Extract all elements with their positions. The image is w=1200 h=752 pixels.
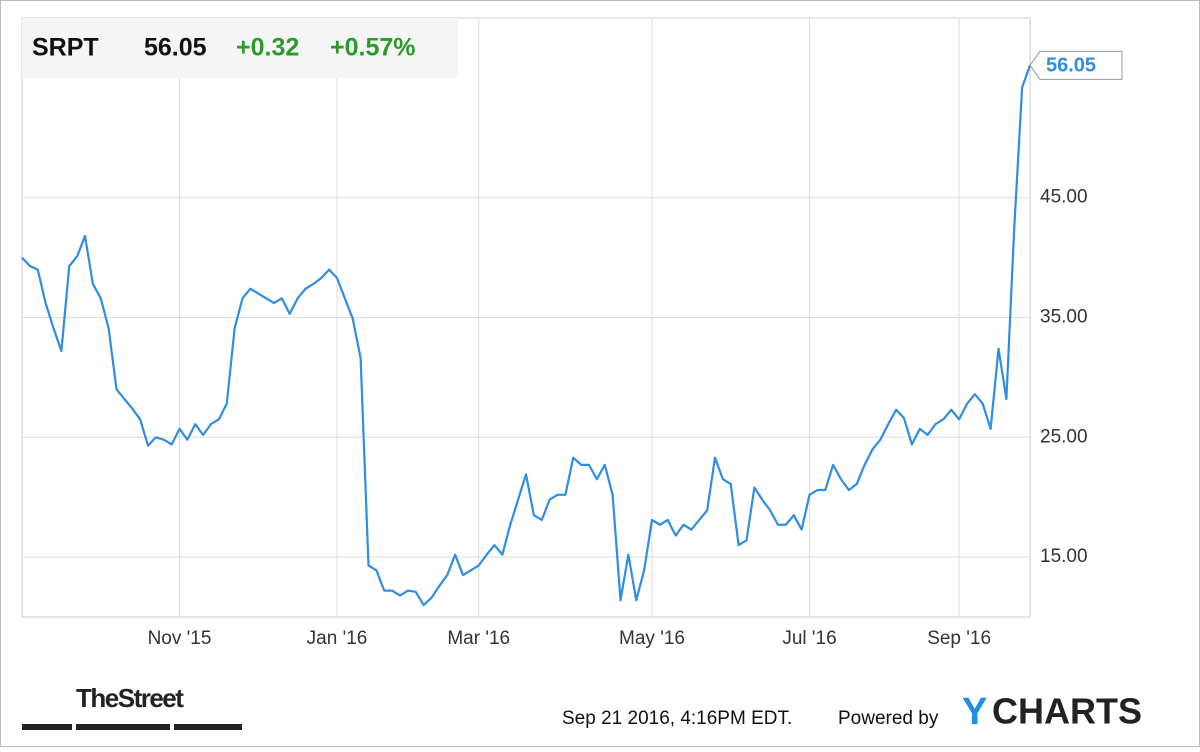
last-value-label: 56.05 <box>1046 55 1096 77</box>
x-tick-label: Nov '15 <box>148 628 212 649</box>
x-tick-label: May '16 <box>619 628 685 649</box>
publisher-bar <box>174 724 242 730</box>
publisher-bar <box>22 724 72 730</box>
x-tick-label: Jan '16 <box>307 628 368 649</box>
publisher-bar <box>76 724 170 730</box>
brand-rest: CHARTS <box>992 691 1142 732</box>
x-tick-label: Jul '16 <box>782 628 836 649</box>
last-value-box <box>1029 50 1123 80</box>
publisher: TheStreet <box>76 683 184 713</box>
y-tick-label: 45.00 <box>1040 187 1088 208</box>
x-tick-label: Mar '16 <box>447 628 510 649</box>
y-tick-label: 25.00 <box>1040 426 1088 447</box>
y-tick-label: 35.00 <box>1040 307 1088 328</box>
price-line <box>21 64 1032 607</box>
x-tick-label: Sep '16 <box>927 628 991 649</box>
change-pct: +0.57% <box>330 34 416 62</box>
timestamp: Sep 21 2016, 4:16PM EDT. <box>562 708 792 729</box>
brand-y: Y <box>962 691 987 733</box>
powered-by: Powered by <box>838 708 939 729</box>
y-tick-label: 15.00 <box>1040 546 1088 567</box>
header-box <box>22 18 458 78</box>
symbol: SRPT <box>32 34 99 62</box>
price: 56.05 <box>144 34 207 62</box>
change: +0.32 <box>236 34 299 62</box>
